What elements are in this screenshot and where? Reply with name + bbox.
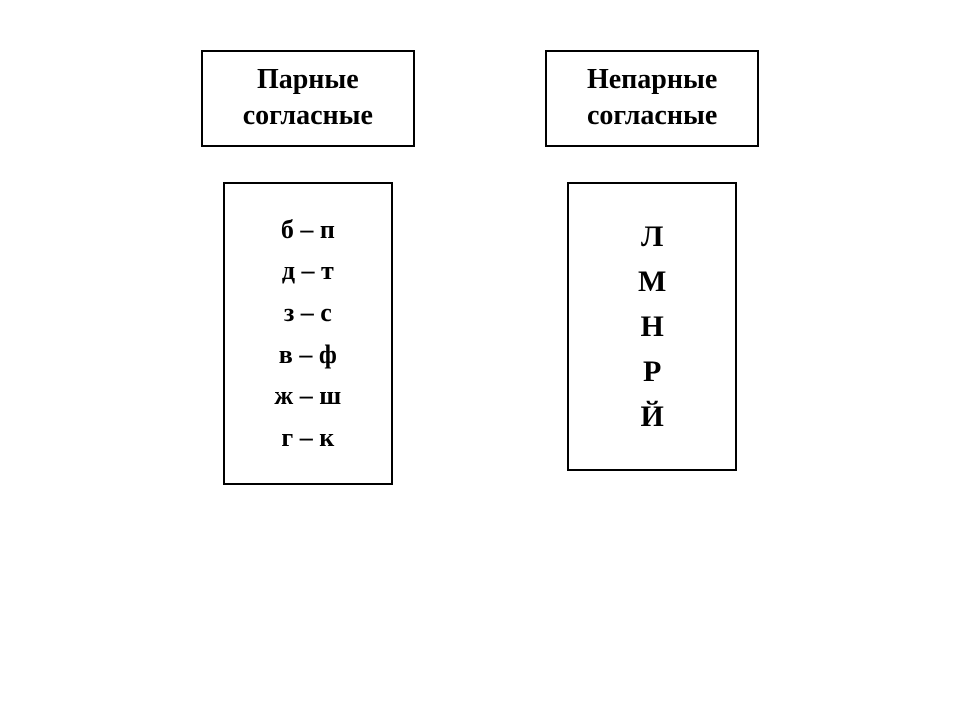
unpaired-letter: М (624, 259, 680, 304)
unpaired-letter: Й (624, 394, 680, 439)
pair-separator: – (300, 215, 313, 244)
paired-content-box: б – п д – т з – с в – ф ж – ш (223, 182, 393, 486)
pair-letter-b: п (320, 215, 335, 244)
pair-letter-a: д (282, 256, 295, 285)
pair-row: д – т (265, 250, 351, 292)
pair-row: в – ф (265, 334, 351, 376)
pair-separator: – (302, 256, 315, 285)
pair-separator: – (299, 340, 312, 369)
pair-letter-a: ж (274, 381, 293, 410)
unpaired-letter: Р (624, 349, 680, 394)
unpaired-header-box: Непарные согласные (545, 50, 759, 147)
pair-row: з – с (265, 292, 351, 334)
pair-letter-b: к (319, 423, 334, 452)
unpaired-content-box: Л М Н Р Й (567, 182, 737, 471)
unpaired-header-line2: согласные (587, 98, 717, 134)
diagram-container: Парные согласные б – п д – т з – с в – (0, 0, 960, 535)
pair-letter-b: т (321, 256, 334, 285)
pair-row: г – к (265, 417, 351, 459)
pair-separator: – (301, 298, 314, 327)
paired-header-line2: согласные (243, 98, 373, 134)
paired-header-line1: Парные (243, 62, 373, 98)
pair-letter-a: б (281, 215, 294, 244)
pair-letter-b: с (320, 298, 332, 327)
pair-letter-a: г (281, 423, 293, 452)
paired-column: Парные согласные б – п д – т з – с в – (201, 50, 415, 485)
pair-separator: – (300, 423, 313, 452)
pair-separator: – (300, 381, 313, 410)
pair-letter-a: в (279, 340, 293, 369)
pair-row: ж – ш (265, 375, 351, 417)
unpaired-letter: Н (624, 304, 680, 349)
pair-letter-b: ф (319, 340, 337, 369)
paired-header-box: Парные согласные (201, 50, 415, 147)
pair-letter-b: ш (319, 381, 341, 410)
unpaired-column: Непарные согласные Л М Н Р Й (545, 50, 759, 485)
unpaired-letter: Л (624, 214, 680, 259)
pair-letter-a: з (284, 298, 294, 327)
unpaired-header-line1: Непарные (587, 62, 717, 98)
pair-row: б – п (265, 209, 351, 251)
